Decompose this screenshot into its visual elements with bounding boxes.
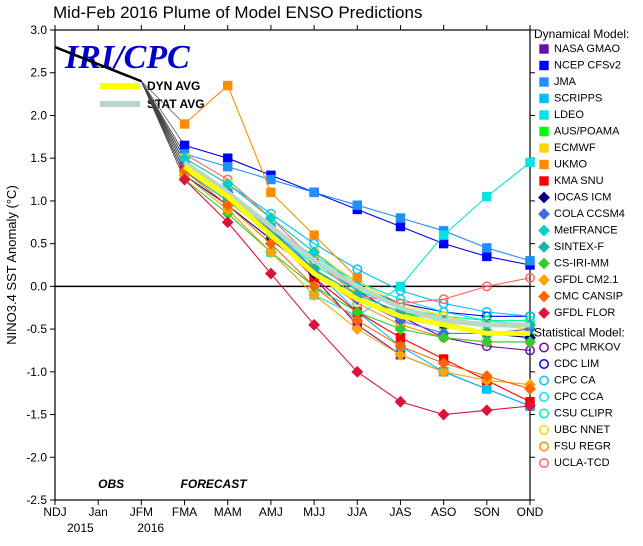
- xtick-label: ASO: [431, 505, 456, 519]
- legend-item: UKMO: [554, 159, 587, 171]
- legend-item: SCRIPPS: [554, 93, 602, 105]
- legend-item: KMA SNU: [554, 175, 604, 187]
- xtick-label: SON: [474, 505, 500, 519]
- legend-item: MetFRANCE: [554, 225, 618, 237]
- forecast-label: FORECAST: [181, 477, 249, 491]
- legend-stat-title: Statistical Model:: [534, 326, 625, 340]
- xtick-label: JAS: [389, 505, 411, 519]
- legend-item: CS-IRI-MM: [554, 258, 609, 270]
- xtick-label: OND: [517, 505, 544, 519]
- ytick-label: 2.0: [30, 108, 47, 122]
- ytick-label: 1.0: [30, 194, 47, 208]
- legend-item: NCEP CFSv2: [554, 60, 621, 72]
- legend-item: CMC CANSIP: [554, 291, 623, 303]
- legend-item: NASA GMAO: [554, 43, 620, 55]
- ytick-label: -1.5: [26, 408, 47, 422]
- legend-item: UBC NNET: [554, 424, 611, 436]
- ytick-label: 1.5: [30, 151, 47, 165]
- ytick-label: -0.5: [26, 322, 47, 336]
- legend-item: JMA: [554, 76, 577, 88]
- ytick-label: 3.0: [30, 23, 47, 37]
- legend-item: COLA CCSM4: [554, 208, 625, 220]
- xtick-label: FMA: [172, 505, 197, 519]
- legend-item: UCLA-TCD: [554, 457, 610, 469]
- xtick-label: JFM: [130, 505, 153, 519]
- xtick-label: MAM: [214, 505, 242, 519]
- dyn-avg-label: DYN AVG: [147, 79, 200, 93]
- legend-item: CSU CLIPR: [554, 408, 613, 420]
- xtick-label: JJA: [347, 505, 367, 519]
- legend-dyn-title: Dynamical Model:: [534, 27, 629, 41]
- legend-item: FSU REGR: [554, 441, 611, 453]
- legend-item: AUS/POAMA: [554, 126, 620, 138]
- chart-title: Mid-Feb 2016 Plume of Model ENSO Predict…: [53, 3, 422, 22]
- legend-item: CPC MRKOV: [554, 342, 621, 354]
- year-label-2: 2016: [137, 521, 164, 535]
- legend-item: GFDL CM2.1: [554, 274, 618, 286]
- xtick-label: Jan: [89, 505, 108, 519]
- ytick-label: -1.0: [26, 365, 47, 379]
- legend-item: CPC CA: [554, 375, 596, 387]
- legend-item: CPC CCA: [554, 391, 604, 403]
- legend-item: ECMWF: [554, 142, 596, 154]
- enso-plume-chart: Mid-Feb 2016 Plume of Model ENSO Predict…: [0, 0, 643, 546]
- ytick-label: -2.0: [26, 450, 47, 464]
- ytick-label: 2.5: [30, 66, 47, 80]
- legend-item: SINTEX-F: [554, 241, 604, 253]
- legend-item: CDC LIM: [554, 358, 599, 370]
- ytick-label: 0.0: [30, 279, 47, 293]
- obs-label: OBS: [98, 477, 124, 491]
- legend-item: LDEO: [554, 109, 584, 121]
- xtick-label: NDJ: [43, 505, 66, 519]
- xtick-label: AMJ: [259, 505, 283, 519]
- ytick-label: 0.5: [30, 237, 47, 251]
- y-axis-label: NINO3.4 SST Anomaly (°C): [4, 185, 19, 345]
- year-label-1: 2015: [67, 521, 94, 535]
- legend-item: GFDL FLOR: [554, 307, 615, 319]
- legend-item: IOCAS ICM: [554, 192, 611, 204]
- xtick-label: MJJ: [303, 505, 325, 519]
